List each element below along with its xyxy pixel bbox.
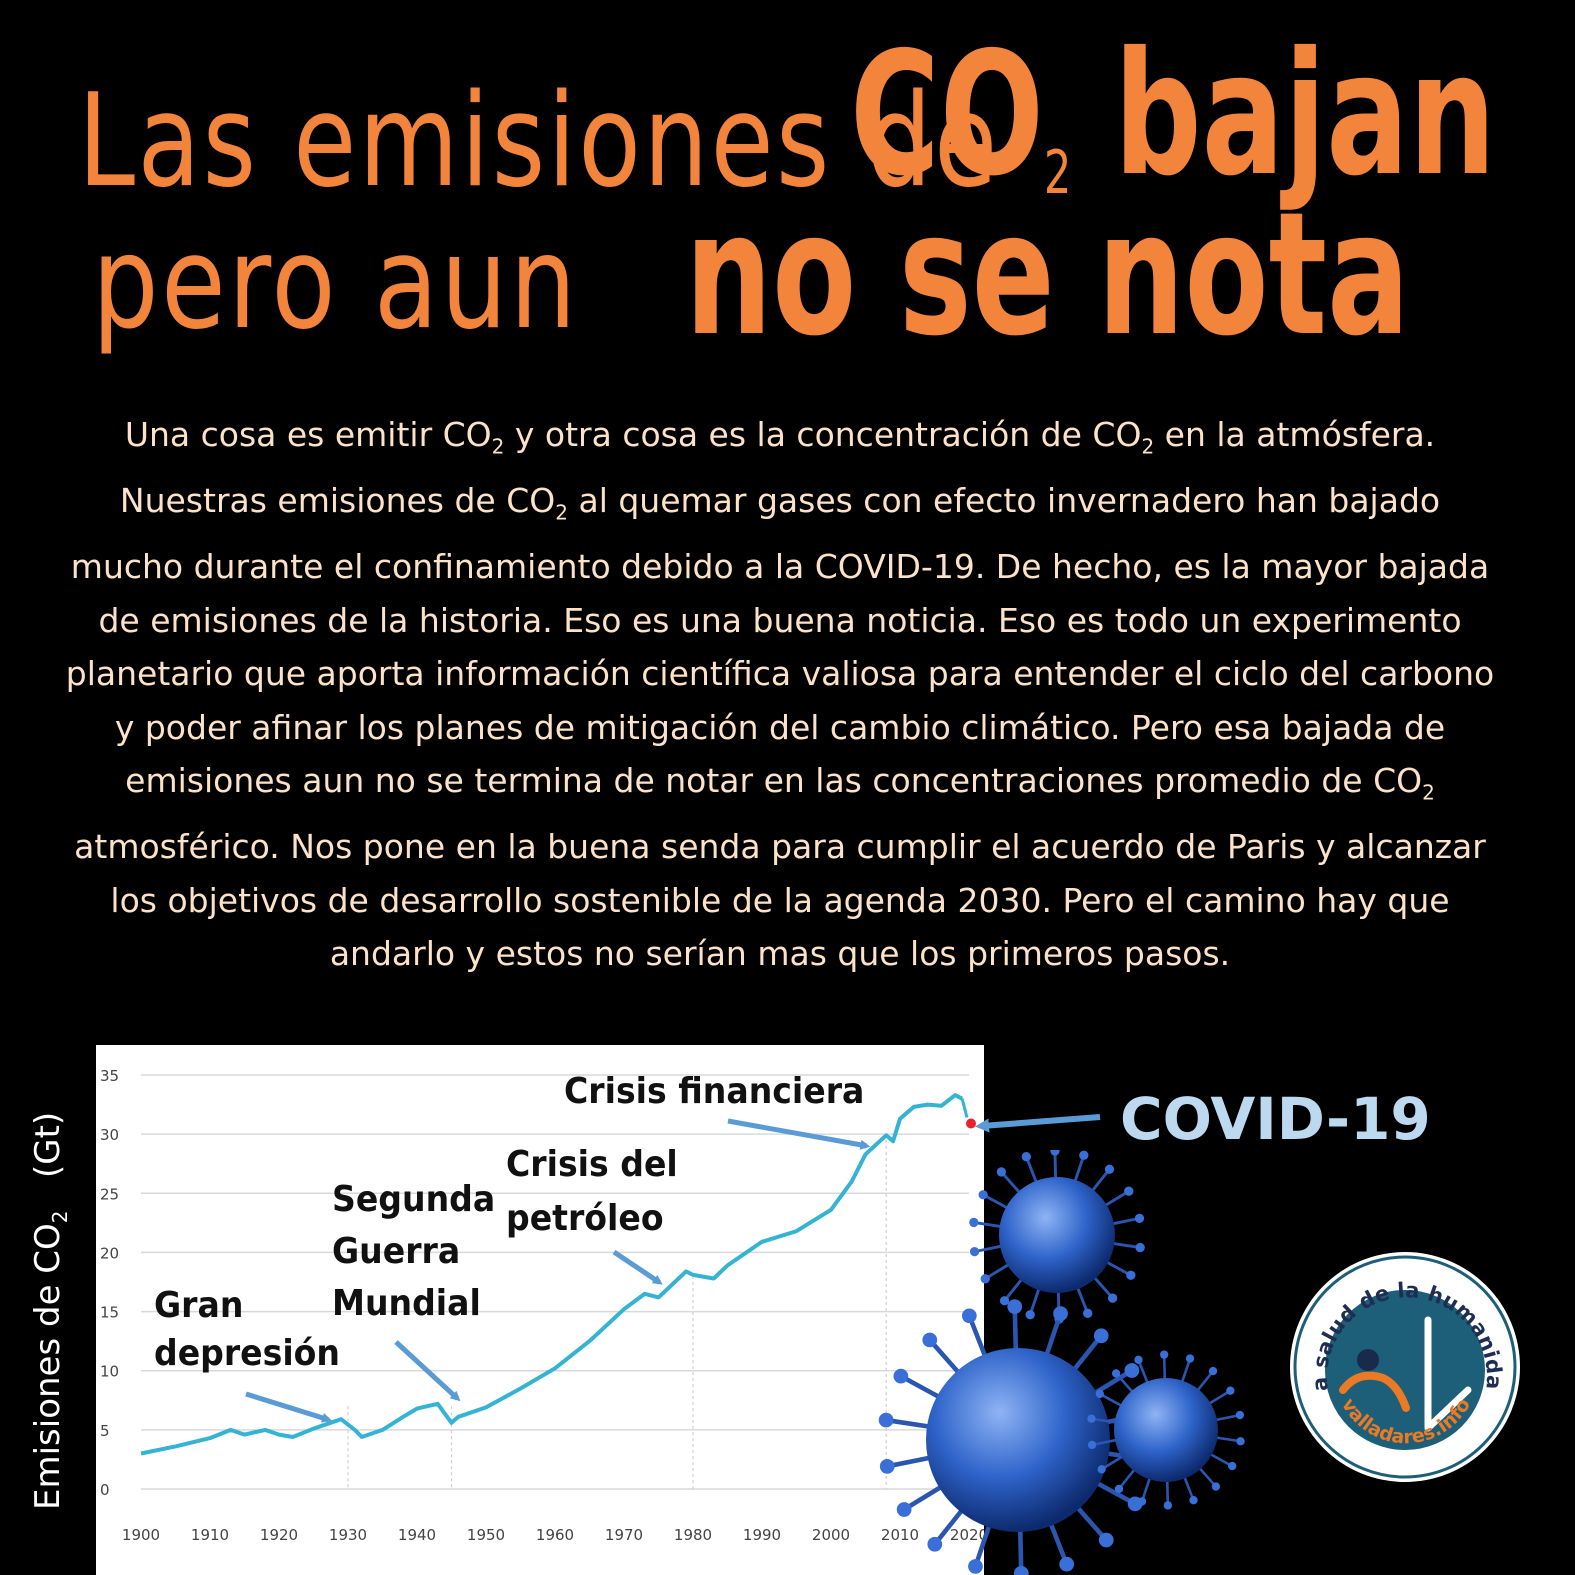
annotation-label: petróleo	[506, 1198, 664, 1240]
y-tick-label: 20	[100, 1244, 119, 1262]
x-tick-label: 1960	[536, 1526, 574, 1544]
virus-particle	[969, 1150, 1145, 1324]
y-tick-label: 15	[100, 1304, 119, 1322]
x-tick-label: 1910	[191, 1526, 229, 1544]
y-tick-label: 25	[100, 1185, 119, 1203]
x-tick-label: 1970	[605, 1526, 643, 1544]
virus-illustration	[878, 1150, 1245, 1575]
covid-arrow	[975, 1114, 1101, 1133]
annotation-label: Mundial	[332, 1283, 481, 1325]
y-axis-label: Emisiones de CO2 (Gt)	[28, 1111, 72, 1510]
annotation-arrow	[394, 1340, 461, 1402]
title-line1-bold: CO2 bajan	[850, 16, 1496, 214]
annotation-arrow	[727, 1118, 871, 1150]
valladares-logo: La salud de la humanidad valladares.info	[1288, 1250, 1520, 1482]
annotation-label: Segunda	[332, 1179, 495, 1221]
annotation-arrow	[612, 1249, 663, 1285]
annotation-arrow	[245, 1391, 333, 1423]
title-line1-light: Las emisiones de	[78, 67, 1000, 216]
x-tick-label: 2020	[950, 1526, 984, 1544]
x-tick-label: 2000	[812, 1526, 850, 1544]
body-paragraph: Una cosa es emitir CO2 y otra cosa es la…	[65, 415, 1495, 974]
virus-particle	[878, 1299, 1158, 1575]
x-tick-label: 1990	[743, 1526, 781, 1544]
y-tick-label: 30	[100, 1126, 119, 1144]
virus-particle	[1087, 1350, 1245, 1510]
x-tick-label: 1900	[122, 1526, 160, 1544]
title-line2-light: pero aun	[92, 209, 579, 358]
x-tick-label: 1930	[329, 1526, 367, 1544]
x-tick-label: 1920	[260, 1526, 298, 1544]
y-tick-label: 5	[100, 1422, 110, 1440]
annotation-label: depresión	[154, 1333, 340, 1375]
x-tick-label: 1950	[467, 1526, 505, 1544]
annotation-label: Guerra	[332, 1231, 460, 1273]
emissions-line	[140, 1093, 964, 1456]
title-line2-bold: no se nota	[685, 176, 1410, 374]
covid-19-label: COVID-19	[1120, 1085, 1431, 1153]
x-tick-label: 1940	[398, 1526, 436, 1544]
y-tick-label: 10	[100, 1363, 119, 1381]
x-tick-label: 2010	[881, 1526, 919, 1544]
annotation-label: Crisis del	[506, 1144, 678, 1186]
covid-2020-point	[966, 1118, 976, 1129]
emissions-chart: 0 5 10 15 20 25 30 35 1900 1910 1920 1930 1940 1950 19…	[96, 1045, 984, 1575]
emissions-drop	[960, 1098, 969, 1118]
x-tick-label: 1980	[674, 1526, 712, 1544]
y-tick-label: 35	[100, 1067, 119, 1085]
annotation-label: Gran	[154, 1285, 243, 1327]
y-tick-label: 0	[100, 1481, 110, 1499]
annotation-label: Crisis financiera	[564, 1071, 864, 1113]
